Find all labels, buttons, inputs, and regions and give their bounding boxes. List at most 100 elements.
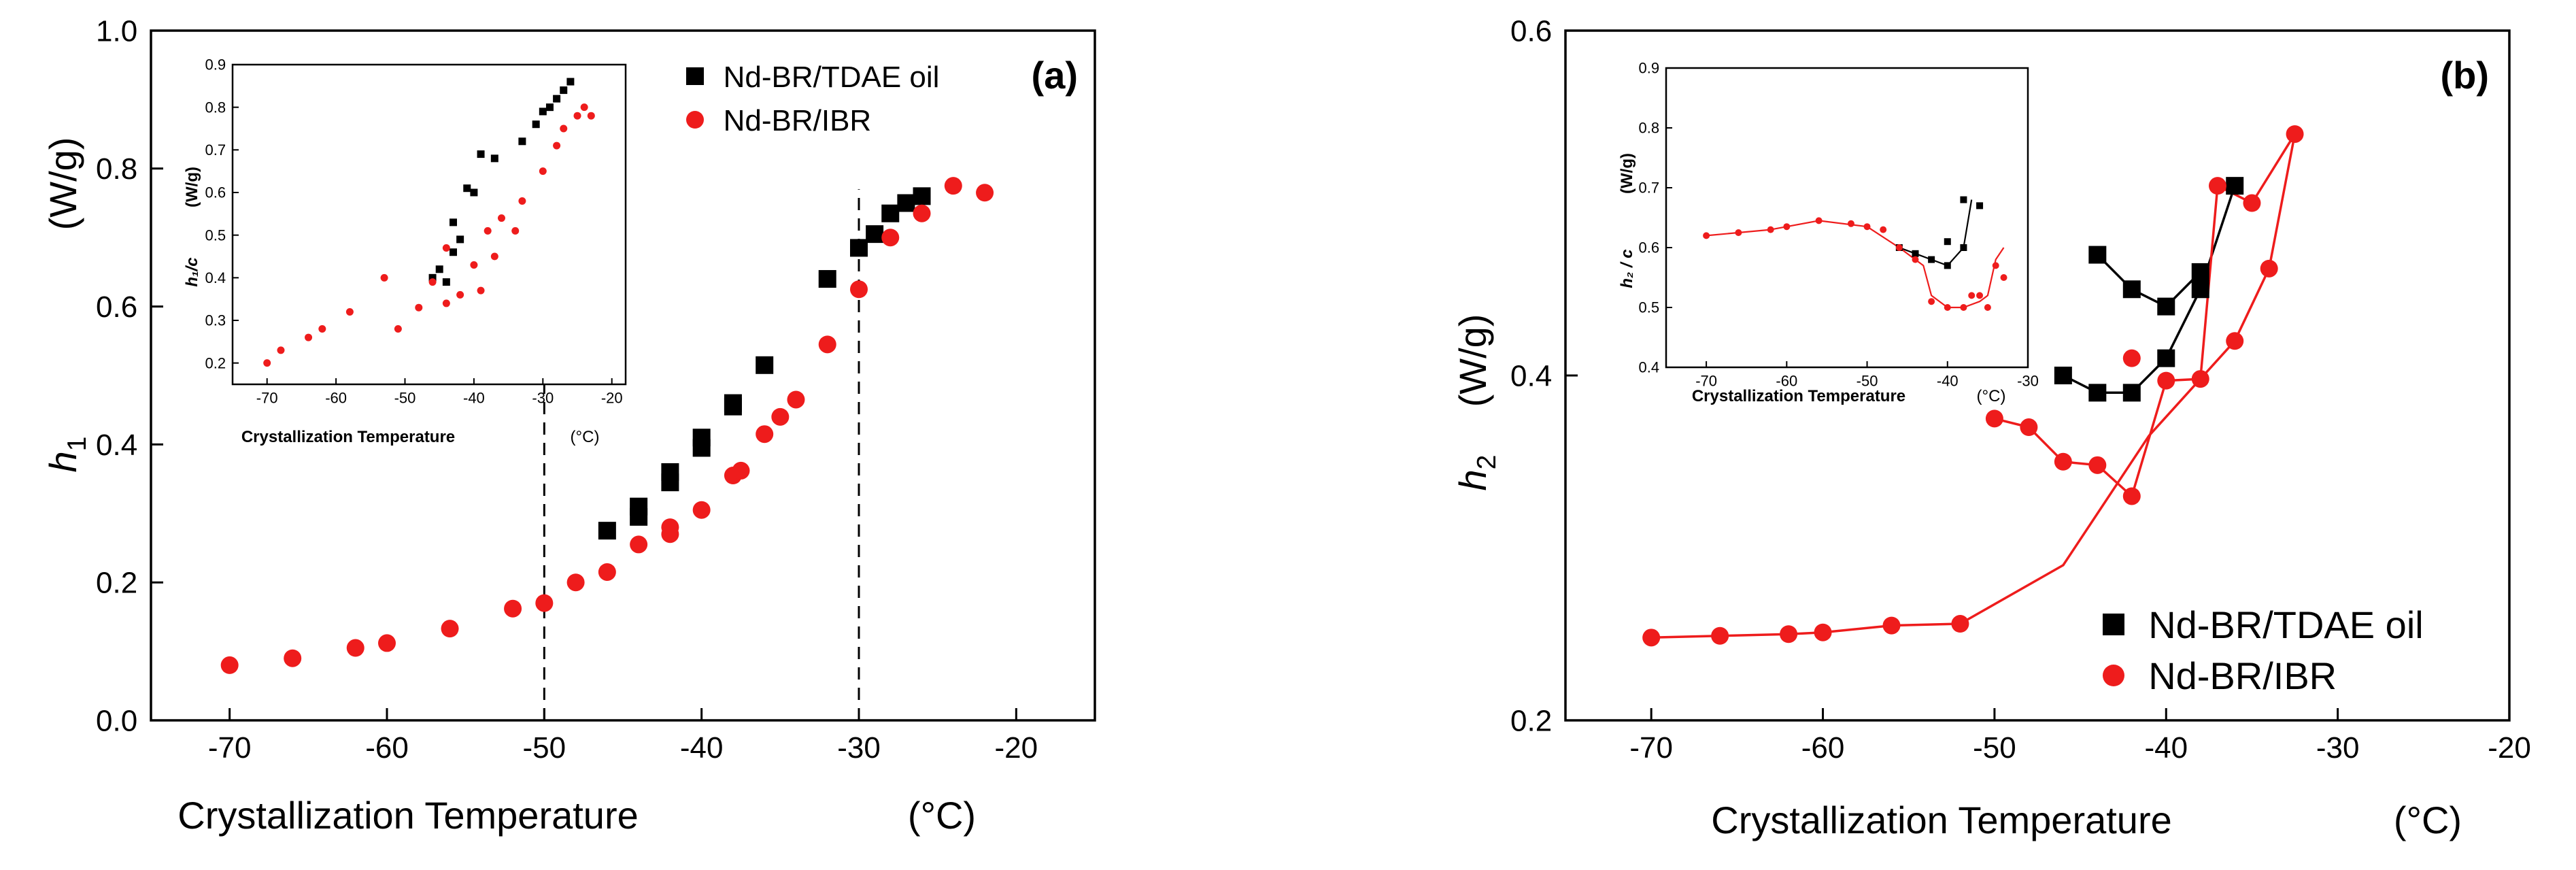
inset-data-point [1880, 226, 1887, 233]
data-point [771, 407, 790, 426]
inset-data-point [442, 244, 450, 252]
inset-data-point [1960, 244, 1967, 251]
x-tick-label: -40 [2144, 731, 2188, 765]
data-point [1711, 626, 1729, 645]
chart-panel-a: -70 -60 -50 -40 -30 -20 0.0 0.2 0.4 0.6 0.8 1.0 Crys… [41, 14, 1096, 837]
data-point [692, 501, 711, 519]
data-point [2122, 384, 2141, 402]
x-tick-label: -20 [995, 731, 1038, 765]
series-0 [2054, 177, 2244, 402]
x-tick-label: -70 [1695, 373, 1717, 390]
inset-data-point [456, 235, 464, 244]
x-tick-label: -70 [1629, 731, 1673, 765]
inset-data-point [1815, 217, 1823, 224]
data-point [2226, 177, 2244, 195]
inset-data-point [1968, 292, 1976, 299]
inset-data-point [539, 167, 547, 175]
inset-data-point [1912, 250, 1919, 257]
data-point [913, 204, 931, 222]
data-point [220, 656, 239, 674]
data-point [2157, 371, 2175, 390]
legend-label: Nd-BR/TDAE oil [2148, 603, 2424, 646]
inset-x-axis-label: Crystallization Temperature [1692, 387, 1905, 405]
inset-y-axis-unit: (W/g) [183, 167, 201, 207]
inset-data-point [463, 184, 471, 193]
inset-data-point [318, 325, 326, 333]
data-point [2260, 259, 2278, 278]
y-tick-label: 0.2 [96, 567, 137, 600]
data-point [2088, 246, 2107, 264]
x-tick-label: -60 [325, 390, 347, 407]
inset-data-point [1960, 196, 1967, 203]
legend: Nd-BR/TDAE oil Nd-BR/IBR [686, 61, 939, 137]
data-point [661, 518, 679, 537]
y-tick-label: 0.5 [1639, 299, 1660, 316]
inset-data-point [560, 86, 568, 95]
data-point [1951, 615, 1969, 633]
data-point [346, 639, 365, 657]
inset-data-point [456, 290, 464, 299]
x-tick-label: -40 [1937, 373, 1959, 390]
x-axis-unit: (°C) [908, 794, 976, 837]
y-tick-label: 0.9 [1639, 60, 1660, 77]
y-tick-label: 0.7 [205, 141, 226, 158]
panel-label: (a) [1032, 54, 1078, 97]
inset-data-point [394, 325, 402, 333]
y-tick-label: 0.6 [205, 184, 226, 201]
data-point [2054, 452, 2072, 471]
y-axis-symbol: h [1451, 469, 1494, 490]
inset-series-0 [428, 78, 575, 286]
x-axis-label: Crystallization Temperature [177, 794, 638, 837]
inset-chart: -70 -60 -50 -40 -30 -20 0.2 0.3 0.4 0.5 0.6 0.7 0.8 0… [183, 56, 627, 446]
inset-data-point [449, 218, 457, 227]
legend: Nd-BR/TDAE oil Nd-BR/IBR [2103, 603, 2424, 697]
inset-data-point [1928, 256, 1935, 263]
inset-data-point [1895, 244, 1903, 251]
x-tick-label: -30 [2316, 731, 2360, 765]
plot-frame [1665, 67, 2029, 369]
data-point [598, 522, 616, 540]
inset-data-point [532, 120, 540, 129]
data-point [897, 194, 915, 212]
x-tick-label: -40 [463, 390, 485, 407]
y-axis-label: h1 [41, 437, 92, 473]
data-point [944, 177, 962, 195]
data-point [2191, 280, 2209, 299]
inset-data-point [442, 299, 450, 307]
x-axis-label: Crystallization Temperature [1711, 799, 2171, 841]
data-point [818, 270, 836, 288]
inset-data-point [477, 286, 485, 295]
inset-data-point [435, 265, 443, 273]
y-axis-subscript: 1 [63, 437, 92, 452]
inset-data-point [305, 333, 313, 341]
inset-data-point [415, 303, 423, 312]
y-tick-label: 0.4 [1639, 359, 1660, 376]
y-tick-label: 0.6 [1510, 14, 1552, 48]
inset-chart: -70 -60 -50 -40 -30 0.4 0.5 0.6 0.7 0.8 0.9 Crystal… [1618, 60, 2039, 405]
x-tick-label: -30 [532, 390, 554, 407]
inset-data-point [490, 154, 498, 163]
data-point [441, 620, 459, 638]
x-axis-unit: (°C) [2394, 799, 2462, 841]
data-point [2243, 194, 2261, 212]
data-point [2157, 297, 2175, 316]
data-point [2088, 384, 2107, 402]
inset-data-point [1847, 220, 1854, 227]
chart-panel-b: -70 -60 -50 -40 -30 -20 0.2 0.4 0.6 Crystallizati… [1451, 14, 2531, 841]
inset-data-point [1984, 304, 1991, 311]
inset-data-point [1992, 262, 1999, 269]
y-axis-label: h2 [1451, 455, 1502, 491]
y-tick-label: 0.0 [96, 704, 137, 737]
y-tick-label: 0.8 [1639, 120, 1660, 137]
x-tick-label: -50 [1857, 373, 1878, 390]
inset-x-axis-label: Crystallization Temperature [241, 428, 455, 446]
series-1 [220, 177, 994, 674]
y-tick-label: 0.3 [205, 312, 226, 329]
inset-data-point [428, 278, 437, 286]
y-tick-label: 0.4 [1510, 359, 1552, 392]
inset-data-point [449, 248, 457, 256]
inset-data-point [553, 141, 561, 150]
inset-data-point [1928, 298, 1935, 305]
inset-series-1 [263, 103, 595, 367]
y-tick-label: 1.0 [96, 14, 137, 48]
